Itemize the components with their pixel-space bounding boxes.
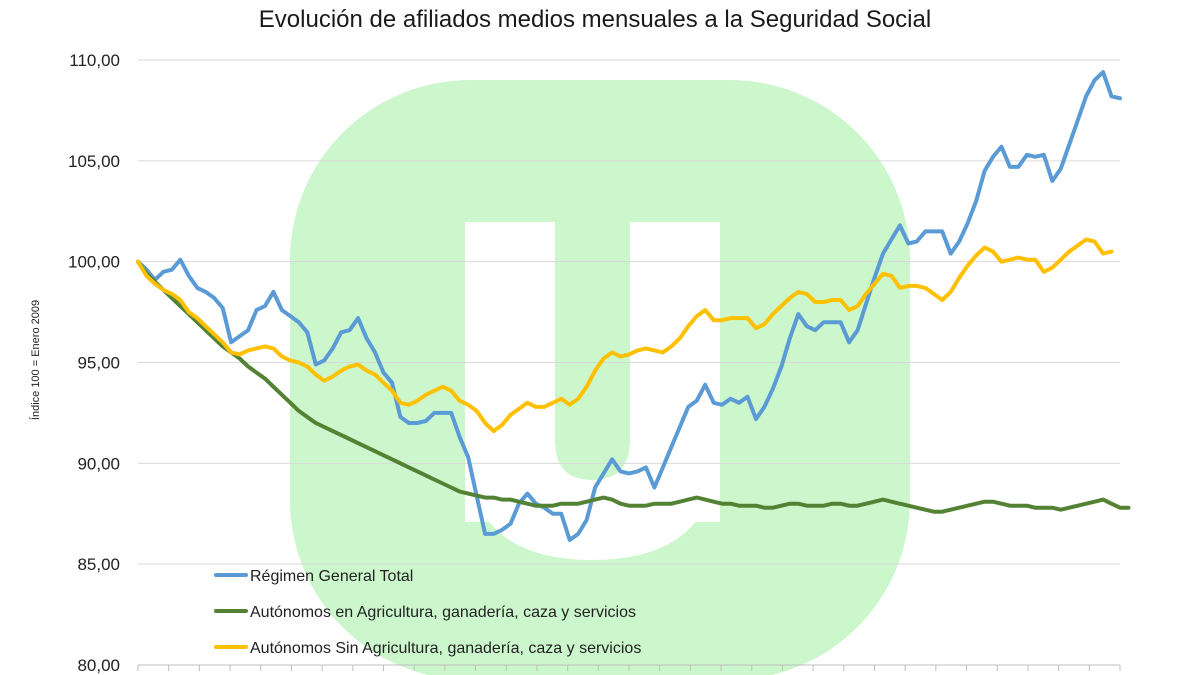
axes: 80,00 85,00 90,00 95,00 100,00 105,00 110,00 bbox=[68, 51, 1121, 675]
legend: Régimen General Total Autónomos en Agricu… bbox=[214, 568, 641, 657]
y-tick-label: 90,00 bbox=[77, 454, 120, 473]
chart-title: Evolución de afiliados medios mensuales … bbox=[258, 6, 932, 33]
y-tick-label: 105,00 bbox=[68, 152, 120, 171]
legend-label: Autónomos en Agricultura, ganadería, caz… bbox=[250, 604, 636, 621]
y-tick-label: 100,00 bbox=[68, 253, 120, 272]
y-tick-label: 110,00 bbox=[69, 51, 120, 70]
y-tick-label: 80,00 bbox=[77, 656, 120, 675]
series-lines bbox=[136, 70, 1131, 542]
legend-label: Autónomos Sin Agricultura, ganadería, ca… bbox=[250, 640, 641, 657]
series-line-3 bbox=[136, 237, 1114, 434]
y-tick-label: 95,00 bbox=[77, 354, 120, 373]
series-line-2 bbox=[136, 259, 1131, 514]
series-line-1 bbox=[136, 70, 1122, 542]
y-tick-label: 85,00 bbox=[77, 555, 120, 574]
legend-label: Régimen General Total bbox=[250, 568, 413, 585]
watermark-logo bbox=[290, 80, 910, 675]
